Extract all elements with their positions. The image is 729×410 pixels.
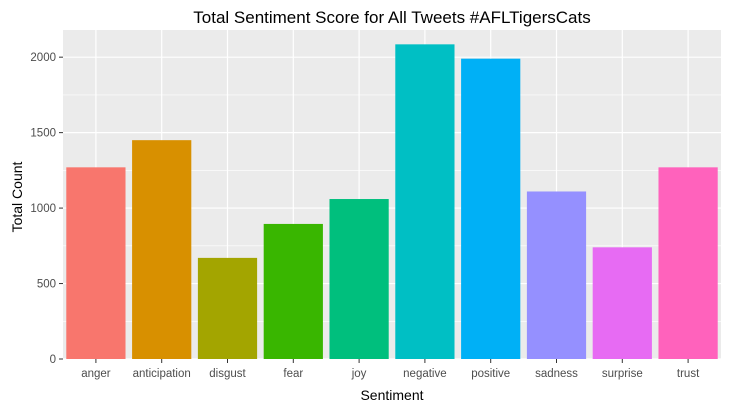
x-tick-label-fear: fear bbox=[283, 368, 303, 380]
bar-positive bbox=[461, 58, 521, 359]
y-tick-label: 1000 bbox=[30, 203, 56, 215]
y-tick-label: 0 bbox=[50, 354, 56, 366]
bar-sadness bbox=[526, 191, 587, 359]
bar-anger bbox=[66, 167, 126, 359]
bar-joy bbox=[329, 199, 389, 359]
x-tick-label-anticipation: anticipation bbox=[133, 368, 191, 380]
chart-title: Total Sentiment Score for All Tweets #AF… bbox=[193, 8, 590, 27]
bar-disgust bbox=[197, 257, 258, 359]
x-tick-label-disgust: disgust bbox=[209, 368, 246, 380]
x-axis-title: Sentiment bbox=[360, 387, 423, 403]
bar-trust bbox=[658, 167, 718, 359]
x-tick-label-joy: joy bbox=[351, 368, 367, 380]
y-axis-title: Total Count bbox=[9, 161, 25, 232]
x-tick-label-anger: anger bbox=[81, 368, 111, 380]
y-tick-label: 1500 bbox=[30, 128, 56, 140]
bar-negative bbox=[395, 44, 455, 359]
x-tick-label-surprise: surprise bbox=[602, 368, 643, 380]
bar-surprise bbox=[592, 247, 652, 359]
x-tick-label-trust: trust bbox=[677, 368, 700, 380]
bar-anticipation bbox=[132, 140, 192, 359]
bar-fear bbox=[263, 223, 323, 359]
y-tick-label: 2000 bbox=[30, 52, 56, 64]
x-tick-label-negative: negative bbox=[403, 368, 446, 380]
x-tick-label-positive: positive bbox=[471, 368, 510, 380]
x-tick-label-sadness: sadness bbox=[535, 368, 578, 380]
bars bbox=[66, 44, 718, 359]
x-axis: anger anticipation disgust fear joy negative p… bbox=[81, 359, 700, 380]
y-axis: 0 500 1000 1500 2000 bbox=[30, 52, 63, 366]
y-tick-label: 500 bbox=[37, 279, 56, 291]
